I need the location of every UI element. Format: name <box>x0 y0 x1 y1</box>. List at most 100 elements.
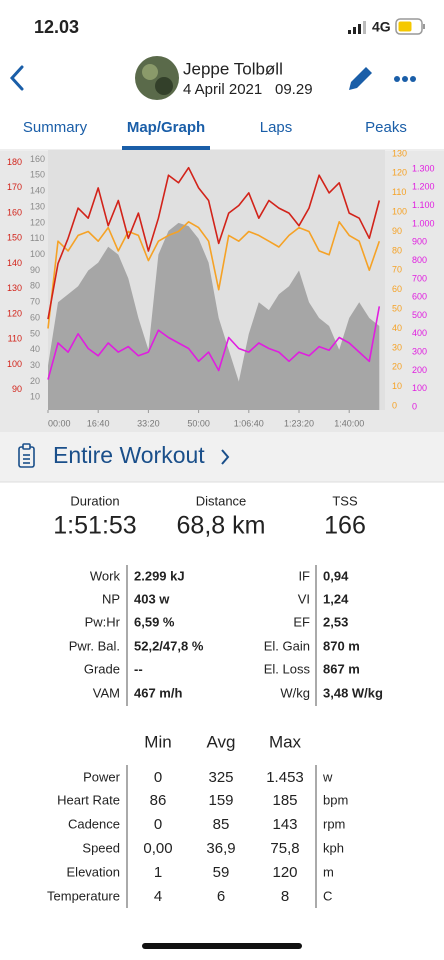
battery <box>395 18 425 35</box>
y-tick-label: 100 <box>7 359 22 369</box>
y-tick-label: 20 <box>392 362 402 372</box>
y-tick-label: 110 <box>30 233 44 243</box>
y-tick-label: 800 <box>412 255 427 265</box>
range-value: 0 <box>154 816 162 833</box>
range-label: Speed <box>82 840 120 855</box>
x-tick-label: 33:20 <box>137 418 160 428</box>
stat-label: VAM <box>93 685 120 700</box>
summary-value: 166 <box>324 512 366 540</box>
network: 4G <box>372 19 391 35</box>
summary-label: TSS <box>332 493 358 508</box>
edit-button[interactable] <box>349 67 372 90</box>
range-value: 85 <box>213 816 230 833</box>
y-tick-label: 200 <box>412 365 427 375</box>
section-title[interactable]: Entire Workout <box>53 442 205 468</box>
stat-label: El. Loss <box>264 661 311 676</box>
y-tick-label: 900 <box>412 237 427 247</box>
stat-value: 3,48 W/kg <box>323 685 383 700</box>
y-tick-label: 1.200 <box>412 182 435 192</box>
y-tick-label: 50 <box>30 328 40 338</box>
y-tick-label: 70 <box>392 265 402 275</box>
y-tick-label: 90 <box>392 226 402 236</box>
range-value: 159 <box>208 792 233 809</box>
range-value: 1.453 <box>266 769 304 786</box>
tab[interactable]: Summary <box>23 119 88 136</box>
athlete-name: Jeppe Tolbøll <box>183 59 283 78</box>
x-tick-label: 50:00 <box>187 418 210 428</box>
y-tick-label: 100 <box>412 383 427 393</box>
y-tick-label: 90 <box>30 265 40 275</box>
stat-value: 403 w <box>134 591 170 606</box>
y-tick-label: 70 <box>30 297 40 307</box>
stat-value: 467 m/h <box>134 685 182 700</box>
stat-label: EF <box>293 614 310 629</box>
area <box>48 222 380 410</box>
summary-value: 68,8 km <box>177 512 266 540</box>
y-tick-label: 20 <box>30 376 40 386</box>
line <box>47 221 381 329</box>
range-header: Avg <box>207 732 236 751</box>
y-tick-label: 0 <box>392 400 397 410</box>
stat-value: 2.299 kJ <box>134 568 185 583</box>
y-tick-label: 150 <box>30 170 45 180</box>
back-button[interactable] <box>9 65 24 91</box>
tab[interactable]: Laps <box>260 119 293 136</box>
y-tick-label: 80 <box>392 245 402 255</box>
y-tick-label: 110 <box>8 334 22 344</box>
y-tick-label: 140 <box>7 258 22 268</box>
y-tick-label: 10 <box>392 381 402 391</box>
section-header[interactable] <box>0 432 444 482</box>
range-label: Heart Rate <box>57 792 120 807</box>
range-value: 86 <box>150 792 167 809</box>
y-tick-label: 400 <box>412 328 427 338</box>
stat-label: El. Gain <box>264 638 310 653</box>
y-tick-label: 30 <box>30 360 40 370</box>
range-value: 8 <box>281 888 289 905</box>
range-header: Max <box>269 732 302 751</box>
range-value: 75,8 <box>270 840 299 857</box>
stat-value: 867 m <box>323 661 360 676</box>
stat-label: Work <box>90 568 121 583</box>
y-tick-label: 60 <box>392 284 402 294</box>
y-tick-label: 500 <box>412 310 427 320</box>
range-label: Elevation <box>67 864 120 879</box>
range-value: 59 <box>213 864 230 881</box>
x-tick-label: 00:00 <box>48 418 71 428</box>
range-value: 143 <box>272 816 297 833</box>
y-tick-label: 110 <box>392 187 406 197</box>
x-tick-label: 1:23:20 <box>284 418 314 428</box>
y-tick-label: 150 <box>7 233 22 243</box>
range-header: Min <box>144 732 171 751</box>
y-tick-label: 120 <box>7 308 22 318</box>
range-unit: kph <box>323 840 344 855</box>
tab[interactable]: Peaks <box>365 119 407 136</box>
range-label: Power <box>83 769 121 784</box>
y-tick-label: 1.300 <box>412 163 435 173</box>
y-tick-label: 0 <box>412 401 417 411</box>
y-tick-label: 1.100 <box>412 200 435 210</box>
y-tick-label: 90 <box>12 384 22 394</box>
range-unit: bpm <box>323 792 348 807</box>
tab[interactable]: Map/Graph <box>127 119 205 136</box>
home-indicator <box>142 943 302 949</box>
more-button[interactable] <box>394 76 416 82</box>
range-label: Temperature <box>47 888 120 903</box>
y-tick-label: 80 <box>30 281 40 291</box>
summary-value: 1:51:53 <box>53 512 136 540</box>
x-tick-label: 16:40 <box>87 418 110 428</box>
stat-value: 0,94 <box>323 568 349 583</box>
stat-value: 6,59 % <box>134 614 175 629</box>
avatar <box>135 56 179 100</box>
y-tick-label: 130 <box>7 283 22 293</box>
signal <box>348 21 366 34</box>
range-value: 185 <box>272 792 297 809</box>
y-tick-label: 170 <box>7 182 22 192</box>
stat-label: IF <box>298 568 310 583</box>
y-tick-label: 100 <box>392 206 407 216</box>
range-value: 0 <box>154 769 162 786</box>
stat-label: VI <box>298 591 310 606</box>
range-value: 36,9 <box>206 840 235 857</box>
range-unit: rpm <box>323 816 345 831</box>
stat-value: 870 m <box>323 638 360 653</box>
workout-time: 09.29 <box>275 81 313 98</box>
